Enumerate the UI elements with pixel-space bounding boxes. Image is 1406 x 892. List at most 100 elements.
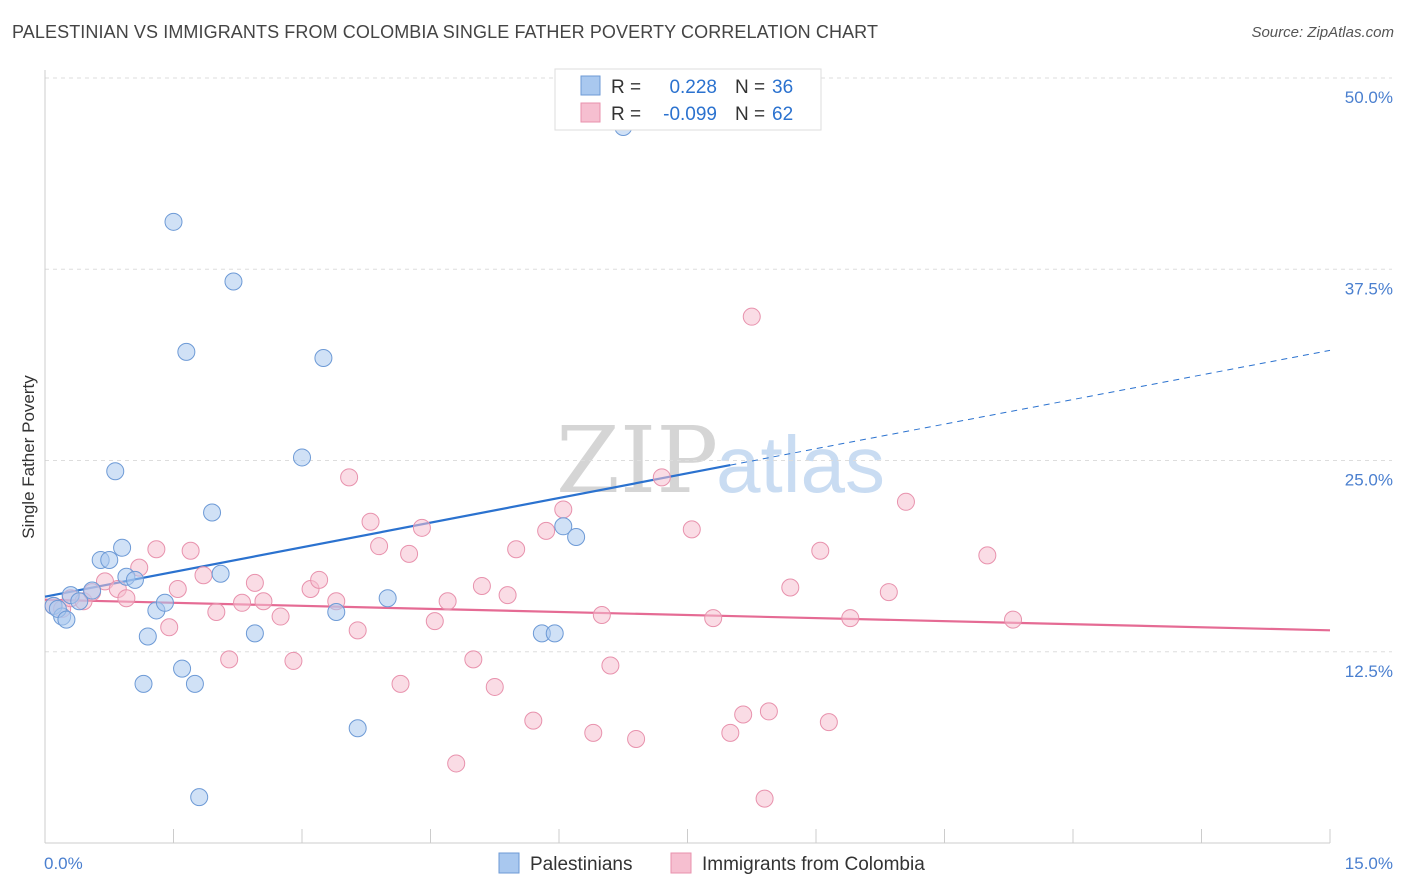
data-point-palestinians bbox=[125, 570, 144, 589]
data-point-palestinians bbox=[293, 448, 311, 467]
data-point-colombia bbox=[447, 754, 466, 773]
chart-title: PALESTINIAN VS IMMIGRANTS FROM COLOMBIA … bbox=[12, 22, 879, 42]
data-point-colombia bbox=[412, 518, 431, 537]
data-point-colombia bbox=[781, 578, 800, 597]
data-point-colombia bbox=[391, 674, 410, 693]
data-point-colombia bbox=[896, 492, 915, 511]
data-point-palestinians bbox=[245, 624, 264, 643]
data-point-colombia bbox=[438, 592, 457, 611]
series-legend-swatch-palestinians bbox=[498, 852, 520, 874]
data-point-colombia bbox=[361, 512, 380, 531]
data-point-colombia bbox=[498, 586, 517, 605]
data-point-colombia bbox=[1004, 610, 1023, 629]
data-point-colombia bbox=[194, 566, 213, 585]
data-point-palestinians bbox=[190, 788, 209, 807]
data-point-colombia bbox=[537, 521, 556, 540]
data-point-palestinians bbox=[224, 272, 243, 291]
data-point-colombia bbox=[682, 520, 701, 539]
data-point-palestinians bbox=[57, 610, 76, 629]
data-point-palestinians bbox=[378, 589, 397, 608]
data-point-colombia bbox=[819, 713, 838, 732]
data-point-colombia bbox=[472, 576, 491, 595]
data-point-palestinians bbox=[138, 627, 157, 646]
data-point-colombia bbox=[721, 723, 740, 742]
data-point-colombia bbox=[254, 592, 273, 611]
data-point-colombia bbox=[340, 468, 359, 487]
data-point-colombia bbox=[233, 593, 252, 612]
data-point-palestinians bbox=[545, 624, 564, 643]
legend-r-value-blue: 0.228 bbox=[669, 77, 717, 98]
data-point-palestinians bbox=[567, 528, 586, 546]
data-point-palestinians bbox=[327, 602, 346, 621]
legend-r-value-pink: -0.099 bbox=[663, 104, 717, 125]
x-tick-label-max: 15.0% bbox=[1345, 854, 1393, 873]
data-point-palestinians bbox=[113, 538, 132, 557]
series-legend-label-palestinians: Palestinians bbox=[530, 854, 632, 875]
data-point-colombia bbox=[524, 711, 543, 730]
data-point-palestinians bbox=[164, 212, 183, 231]
legend-swatch-pink bbox=[580, 102, 601, 123]
gridlines bbox=[45, 77, 1392, 653]
data-point-colombia bbox=[627, 729, 646, 748]
data-point-colombia bbox=[734, 705, 753, 724]
data-point-colombia bbox=[811, 541, 830, 560]
data-point-colombia bbox=[841, 609, 860, 628]
data-point-colombia bbox=[168, 580, 187, 599]
legend-swatch-blue bbox=[580, 75, 601, 96]
data-point-colombia bbox=[879, 583, 898, 602]
data-point-colombia bbox=[117, 589, 136, 608]
chart-source: Source: ZipAtlas.com bbox=[1251, 24, 1394, 41]
legend-n-label-pink: N = bbox=[735, 104, 765, 125]
series-immigrants-from-colombia bbox=[44, 307, 1023, 808]
data-point-colombia bbox=[464, 650, 483, 669]
series-legend-swatch-colombia bbox=[670, 852, 692, 874]
data-point-colombia bbox=[652, 468, 671, 487]
data-point-palestinians bbox=[100, 550, 119, 569]
data-point-palestinians bbox=[70, 592, 89, 611]
y-tick-label: 25.0% bbox=[1345, 471, 1393, 490]
trend-line-palestinians bbox=[44, 464, 731, 598]
data-point-colombia bbox=[310, 570, 329, 589]
data-point-colombia bbox=[160, 618, 179, 637]
data-point-palestinians bbox=[134, 674, 153, 693]
data-point-colombia bbox=[284, 651, 303, 670]
data-point-colombia bbox=[507, 540, 526, 559]
data-point-palestinians bbox=[155, 593, 174, 612]
data-point-colombia bbox=[978, 546, 997, 565]
data-point-palestinians bbox=[554, 517, 573, 536]
data-point-colombia bbox=[181, 541, 200, 560]
data-point-colombia bbox=[207, 602, 226, 621]
y-axis-title: Single Father Poverty bbox=[19, 375, 38, 539]
series-legend-label-colombia: Immigrants from Colombia bbox=[702, 854, 925, 875]
data-point-palestinians bbox=[314, 348, 333, 367]
data-point-colombia bbox=[601, 656, 620, 675]
data-point-colombia bbox=[704, 609, 723, 628]
data-point-colombia bbox=[425, 612, 444, 631]
series-palestinians bbox=[44, 117, 633, 807]
data-point-palestinians bbox=[106, 462, 125, 481]
data-point-palestinians bbox=[177, 342, 196, 361]
legend-r-label-blue: R = bbox=[611, 77, 641, 98]
data-point-colombia bbox=[220, 650, 239, 669]
data-point-colombia bbox=[400, 544, 419, 563]
y-tick-label: 12.5% bbox=[1345, 662, 1393, 681]
data-point-colombia bbox=[592, 606, 611, 625]
y-axis-tick-labels: 12.5% 25.0% 37.5% 50.0% bbox=[1345, 88, 1393, 681]
data-point-colombia bbox=[245, 573, 264, 592]
data-point-colombia bbox=[554, 500, 573, 519]
data-point-colombia bbox=[584, 723, 603, 742]
data-point-colombia bbox=[742, 307, 761, 326]
data-point-colombia bbox=[755, 789, 774, 808]
data-point-colombia bbox=[370, 537, 389, 556]
y-tick-label: 37.5% bbox=[1345, 279, 1393, 298]
legend-r-label-pink: R = bbox=[611, 104, 641, 125]
data-point-palestinians bbox=[83, 581, 102, 600]
data-point-colombia bbox=[485, 677, 504, 696]
x-axis-ticks bbox=[44, 829, 1331, 843]
legend-n-label-blue: N = bbox=[735, 77, 765, 98]
data-point-colombia bbox=[271, 607, 290, 626]
trend-line-extension bbox=[730, 349, 1331, 466]
data-point-palestinians bbox=[203, 503, 222, 522]
legend-n-value-blue: 36 bbox=[772, 77, 793, 98]
